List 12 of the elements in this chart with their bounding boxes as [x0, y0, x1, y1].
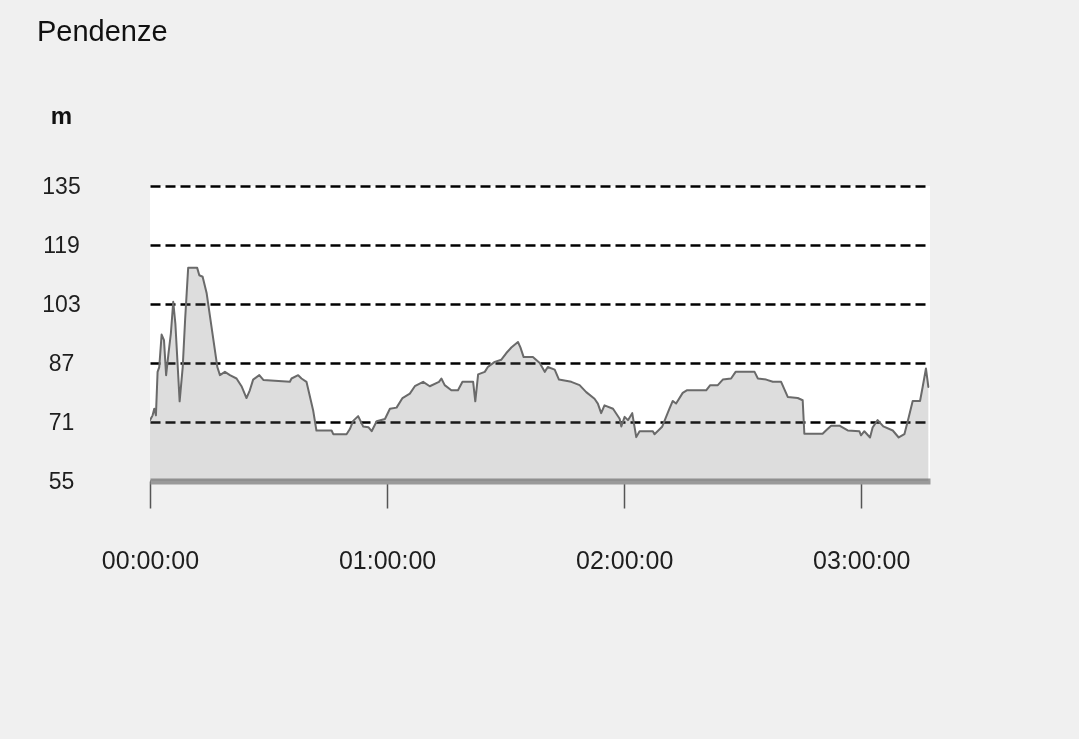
y-tick-label: 119: [43, 231, 80, 258]
x-tick-label: 01:00:00: [338, 545, 437, 574]
y-axis-title: m: [50, 101, 73, 129]
y-tick-label: 103: [42, 290, 81, 317]
x-tick-label: 00:00:00: [101, 545, 200, 574]
x-tick-label: 02:00:00: [576, 545, 674, 574]
y-tick-label: 135: [42, 172, 81, 199]
y-tick-label: 87: [48, 349, 75, 376]
y-tick-label: 71: [48, 408, 75, 435]
y-tick-label: 55: [48, 467, 75, 494]
x-tick-label: 03:00:00: [813, 545, 911, 574]
chart-title: Pendenze: [37, 15, 168, 47]
